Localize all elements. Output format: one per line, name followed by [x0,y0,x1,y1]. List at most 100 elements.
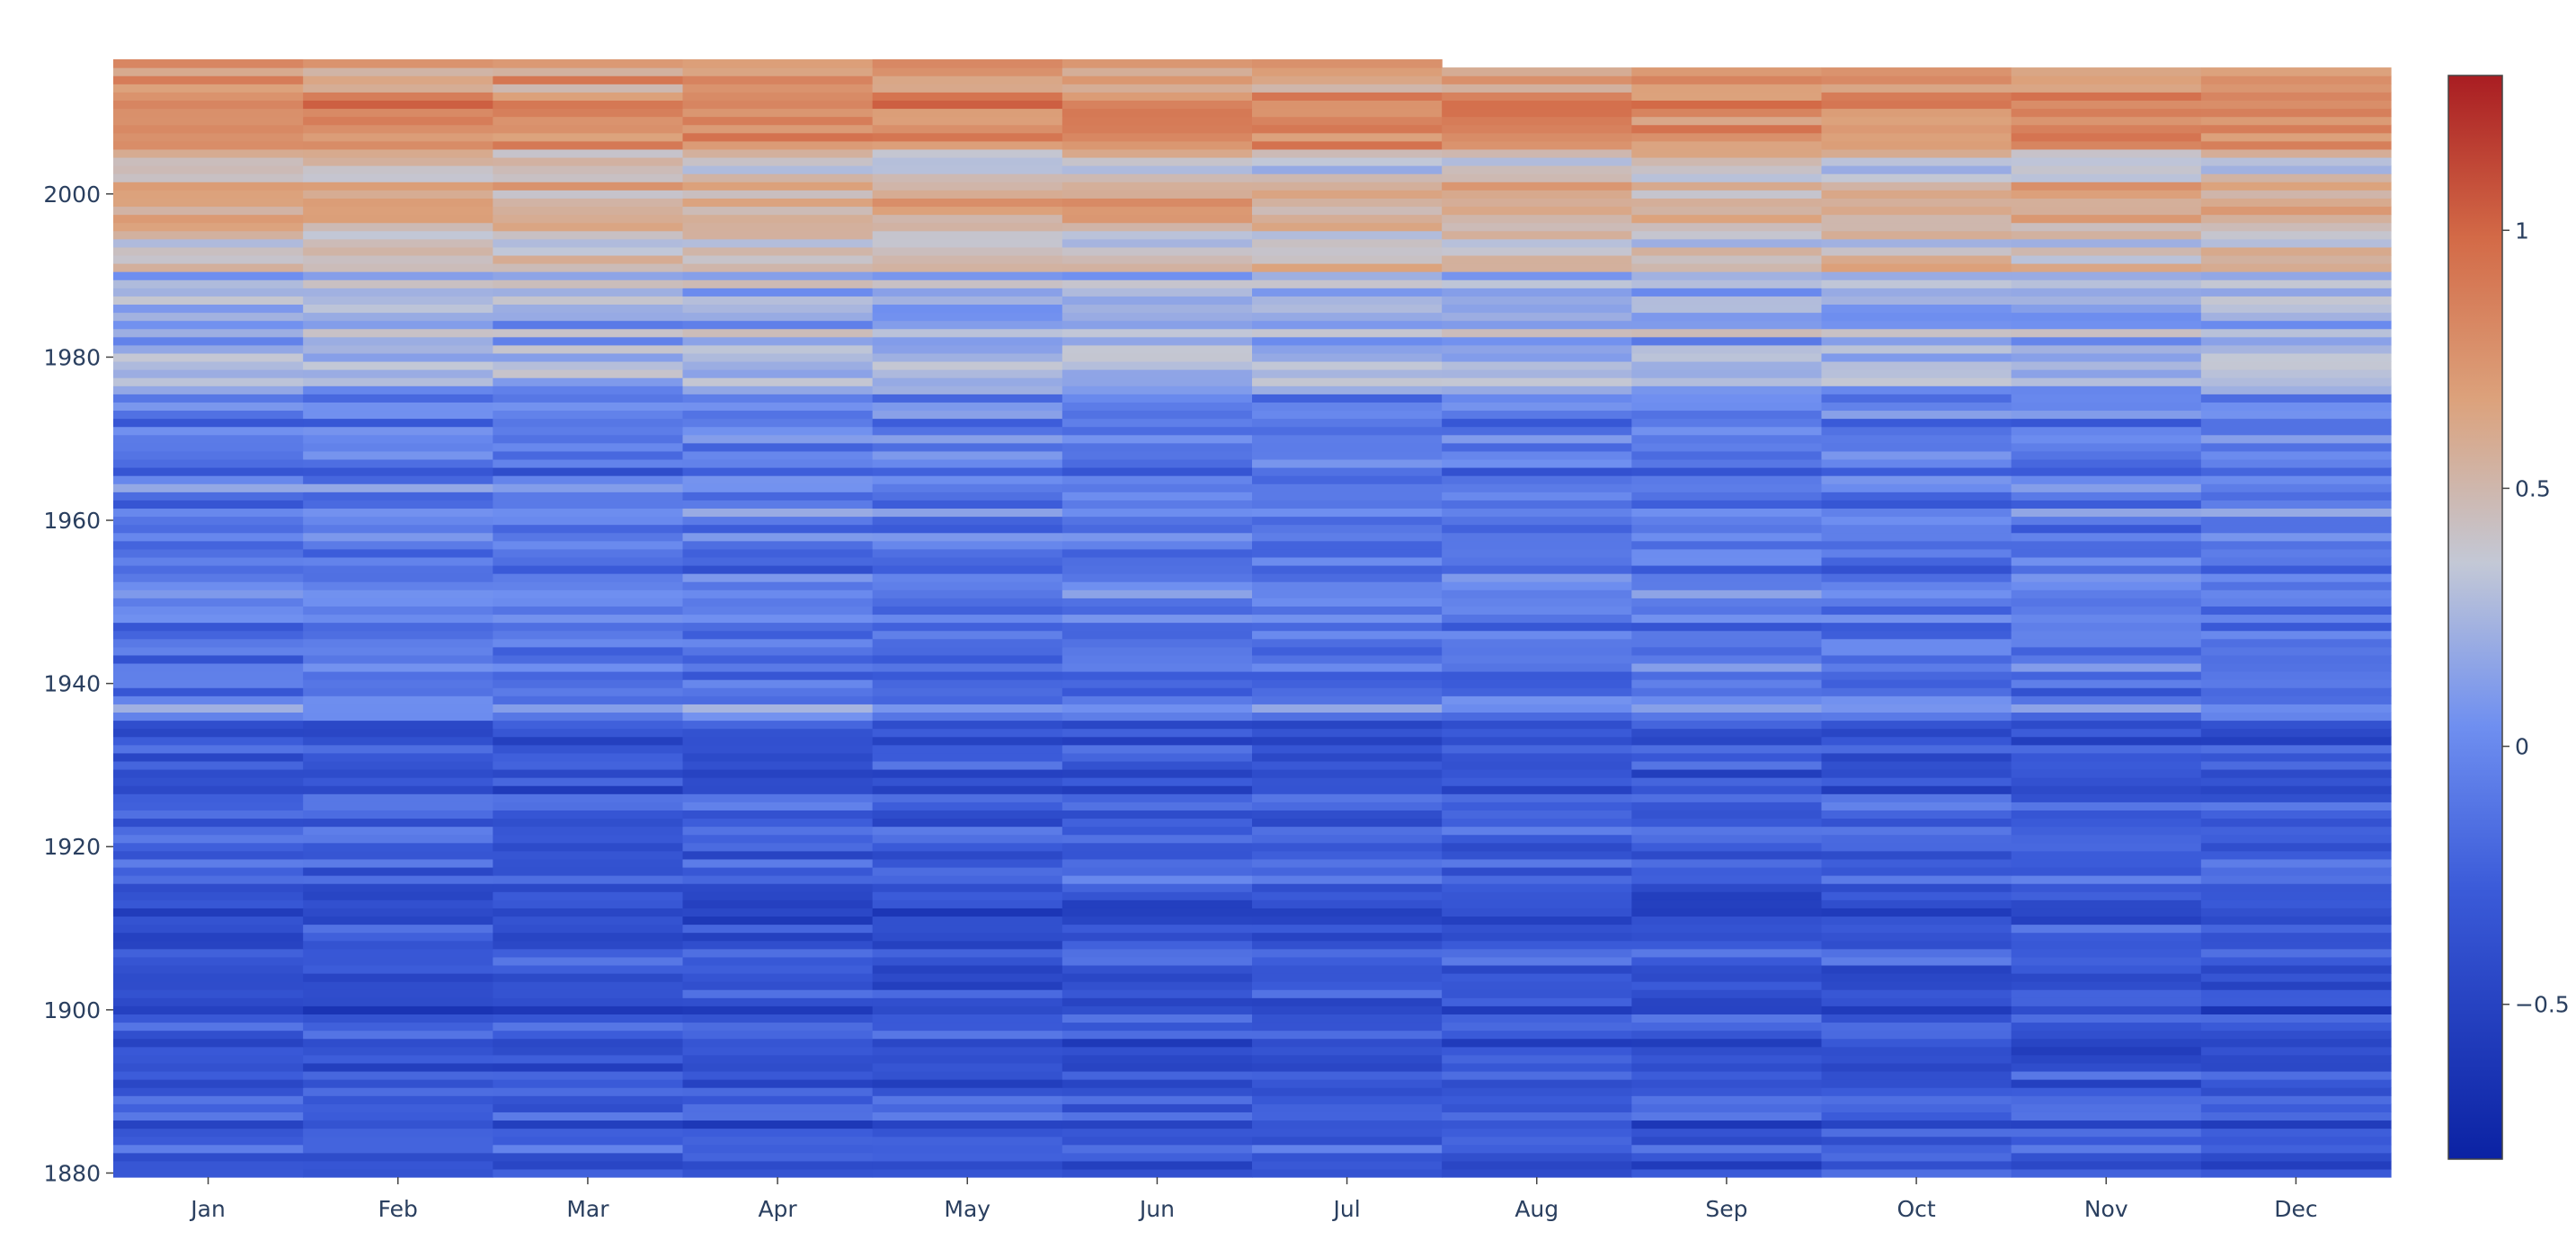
heatmap-cell [493,924,684,934]
heatmap-cell [1252,850,1443,860]
heatmap-cell [872,124,1063,134]
heatmap-cell [1821,312,2012,322]
heatmap-cell [2200,230,2392,240]
heatmap-cell [493,385,684,394]
heatmap-cell [1442,622,1632,632]
heatmap-cell [2200,695,2392,704]
heatmap-cell [1631,214,1823,224]
heatmap-cell [872,173,1063,182]
heatmap-cell [2200,1046,2392,1056]
heatmap-cell [1631,312,1823,322]
heatmap-cell [1252,842,1443,852]
colorbar-gradient [2447,75,2503,1160]
heatmap-cell [303,589,493,598]
heatmap-cell [303,695,493,704]
y-tick-label: 1940 [43,671,101,697]
heatmap-cell [2200,296,2392,306]
heatmap-cell [1821,360,2012,370]
heatmap-cell [682,1014,874,1023]
heatmap-cell [2200,140,2392,150]
heatmap-cell [303,402,493,412]
heatmap-cell [1442,972,1632,982]
heatmap-cell [872,100,1063,110]
heatmap-cell [1252,516,1443,526]
heatmap-cell [682,606,874,616]
heatmap-cell [2011,116,2202,126]
heatmap-cell [1252,67,1443,76]
heatmap-cell [1252,467,1443,476]
heatmap-cell [1442,646,1632,656]
heatmap-cell [493,369,684,378]
heatmap-cell [303,377,493,386]
heatmap-cell [1821,92,2012,101]
heatmap-cell [493,1144,684,1154]
heatmap-cell [682,785,874,794]
heatmap-cell [493,84,684,93]
heatmap-cell [1821,238,2012,248]
heatmap-cell [1821,589,2012,598]
heatmap-cell [493,972,684,982]
heatmap-cell [682,402,874,412]
heatmap-cell [113,1038,304,1048]
heatmap-cell [2200,614,2392,624]
heatmap-cell [1442,304,1632,314]
heatmap-cell [872,964,1063,974]
heatmap-cell [113,891,304,900]
heatmap-cell [303,720,493,730]
heatmap-cell [303,116,493,126]
heatmap-cell [113,695,304,704]
heatmap-cell [1252,1160,1443,1170]
heatmap-cell [1061,704,1253,713]
heatmap-cell [872,238,1063,248]
heatmap-cell [2200,190,2392,199]
heatmap-cell [113,744,304,754]
heatmap-cell [303,564,493,574]
heatmap-cell [493,394,684,403]
heatmap-cell [2200,932,2392,942]
heatmap-cell [1442,1038,1632,1048]
heatmap-cell [1061,932,1253,942]
heatmap-cell [113,948,304,958]
heatmap-cell [2011,1136,2202,1146]
heatmap-cell [872,908,1063,917]
heatmap-cell [1252,940,1443,950]
heatmap-cell [1821,720,2012,730]
heatmap-cell [872,320,1063,330]
heatmap-cell [113,712,304,722]
heatmap-cell [682,540,874,550]
heatmap-cell [1631,1022,1823,1032]
heatmap-cell [2011,394,2202,403]
heatmap-cell [872,492,1063,500]
heatmap-cell [2011,165,2202,174]
heatmap-cell [2200,1128,2392,1138]
heatmap-cell [1061,263,1253,272]
heatmap-cell [493,948,684,958]
heatmap-cell [2200,940,2392,950]
heatmap-cell [1631,704,1823,713]
heatmap-cell [493,92,684,101]
heatmap-cell [1442,793,1632,802]
heatmap-cell [682,548,874,558]
heatmap-cell [1631,328,1823,338]
heatmap-cell [113,1128,304,1138]
heatmap-cell [1631,385,1823,394]
heatmap-cell [303,1054,493,1064]
heatmap-cell [1252,606,1443,616]
heatmap-cell [682,1120,874,1129]
heatmap-cell [493,712,684,722]
heatmap-cell [2011,1144,2202,1154]
heatmap-cell [872,1046,1063,1056]
heatmap-cell [1442,834,1632,844]
heatmap-cell [1442,442,1632,452]
heatmap-cell [493,940,684,950]
heatmap-cell [872,312,1063,322]
heatmap-cell [1061,1152,1253,1162]
heatmap-cell [2011,589,2202,598]
heatmap-cell [1631,589,1823,598]
heatmap-cell [1631,924,1823,934]
heatmap-cell [303,458,493,468]
heatmap-cell [2200,866,2392,876]
heatmap-cell [113,254,304,264]
heatmap-cell [303,556,493,566]
heatmap-cell [1442,858,1632,868]
